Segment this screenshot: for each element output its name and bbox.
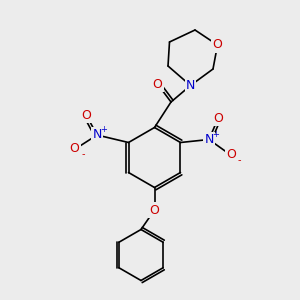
Text: N: N (204, 133, 214, 146)
Text: -: - (238, 155, 241, 165)
Text: +: + (212, 130, 219, 139)
Text: +: + (100, 125, 107, 134)
Text: N: N (186, 79, 195, 92)
Text: O: O (213, 38, 222, 52)
Text: O: O (153, 77, 162, 91)
Text: O: O (150, 203, 159, 217)
Text: O: O (70, 142, 80, 155)
Text: O: O (82, 109, 92, 122)
Text: -: - (82, 149, 85, 160)
Text: O: O (213, 112, 223, 125)
Text: O: O (226, 148, 236, 161)
Text: N: N (92, 128, 102, 142)
